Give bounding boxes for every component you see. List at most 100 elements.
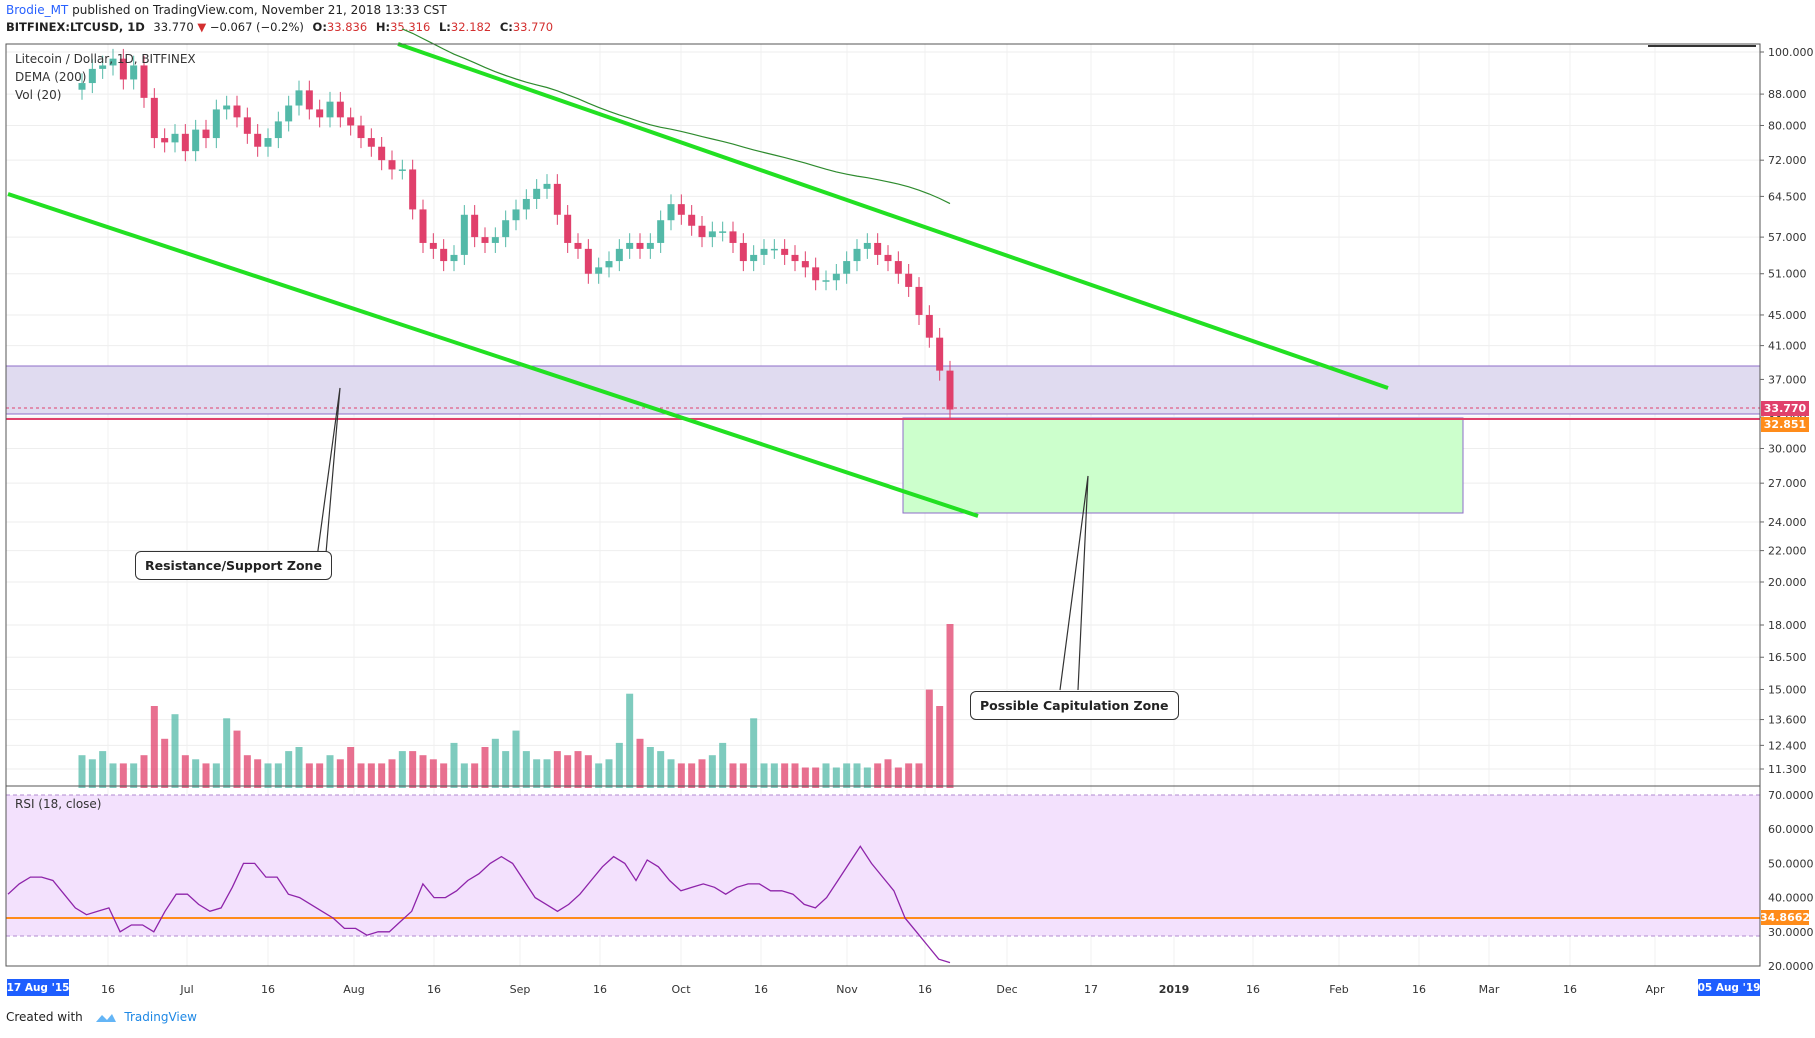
high-label: H: [375,20,391,34]
candle-body [119,58,127,80]
volume-bar [626,693,634,788]
volume-bar [708,755,716,788]
candle-body [657,220,665,243]
candle-body [398,169,406,171]
rsi-axis[interactable]: 70.0000 60.0000 50.0000 40.0000 30.0000 20.00… [1768,789,1814,973]
time-tick-label: Oct [671,983,691,996]
volume-bar [832,767,840,788]
low-label: L: [438,20,451,34]
support-price-badge-text: 32.851 [1764,418,1806,431]
candle-body [894,261,902,274]
vol-legend: Vol (20) [15,88,61,102]
rsi-line [7,845,951,964]
candle-body [388,160,396,170]
price-tick-label: 45.000 [1768,309,1807,322]
candle-body [832,273,840,281]
volume-bar [212,763,220,788]
candle-body [801,261,809,268]
candle-body [274,121,282,139]
dema-line [402,28,951,205]
price-tick-label: 12.400 [1768,739,1807,752]
volume-bar [791,763,799,788]
resistance-support-note[interactable]: Resistance/Support Zone [135,551,332,580]
time-tick-label: Mar [1479,983,1500,996]
upper-trendline[interactable] [397,42,1389,390]
time-tick-label: 16 [754,983,768,996]
lower-trendline[interactable] [7,192,979,518]
volume-bar [812,767,820,788]
candle-body [347,117,355,126]
publish-line: Brodie_MT published on TradingView.com, … [6,3,447,17]
volume-bar [946,624,954,788]
volume-bar [863,767,871,788]
candle-body [822,280,830,282]
candle-body [233,105,241,118]
candle-body [595,267,603,274]
candle-body [254,133,262,147]
candle-body [905,273,913,287]
volume-bar [884,759,892,788]
time-axis[interactable]: 16 Jul 16 Aug 16 Sep 16 Oct 16 Nov 16 Dec 17 2019 16 Fe… [101,983,1665,996]
volume-bar [419,755,427,788]
candle-body [760,248,768,255]
rsi-tick-label: 60.0000 [1768,823,1814,836]
candle-body [316,109,324,118]
candle-body [533,188,541,199]
price-tick-label: 27.000 [1768,477,1807,490]
volume-bar [109,763,117,788]
volume-bar [460,763,468,788]
price-tick-label: 100.000 [1768,46,1814,59]
price-tick-label: 13.600 [1768,714,1807,727]
candle-body [853,248,861,262]
price-tick-label: 15.000 [1768,683,1807,696]
volume-bar [553,751,561,788]
volume-bar [181,755,189,788]
author-link[interactable]: Brodie_MT [6,3,69,17]
candle-body [460,214,468,255]
candle-body [605,261,613,268]
time-tick-label: 16 [1412,983,1426,996]
candle-body [181,133,189,152]
tradingview-logo-icon [95,1013,116,1022]
volume-bar [326,755,334,788]
time-tick-label: Apr [1645,983,1665,996]
candle-body [553,183,561,215]
time-tick-label: 16 [101,983,115,996]
candle-body [491,237,499,243]
resistance-pointer [315,387,341,566]
capitulation-zone[interactable] [902,417,1464,514]
volume-bar [719,742,727,788]
ohlc-line: BITFINEX:LTCUSD, 1D 33.770 ▼ −0.067 (−0.… [6,20,553,34]
price-tick-label: 57.000 [1768,231,1807,244]
open-value: 33.836 [326,20,368,34]
candle-body [667,204,675,221]
volume-bar [564,755,572,788]
candle-body [305,90,313,110]
volume-bar [398,751,406,788]
candle-body [264,138,272,147]
capitulation-note[interactable]: Possible Capitulation Zone [970,691,1179,720]
price-tick-label: 72.000 [1768,154,1807,167]
high-value: 35.316 [390,20,431,34]
time-tick-label: 16 [1246,983,1260,996]
candle-body [812,267,820,281]
rsi-legend: RSI (18, close) [15,797,101,811]
support-price-badge [1761,417,1809,432]
tradingview-link[interactable]: TradingView [124,1010,197,1024]
volume-bar [667,759,675,788]
resistance-support-zone[interactable] [5,365,1761,415]
volume-bar [801,767,809,788]
candle-body [409,169,417,210]
candle-body [471,214,479,238]
volume-bar [305,763,313,788]
volume-bar [688,763,696,788]
rsi-last-badge-text: 34.8662 [1760,911,1810,924]
price-tick-label: 18.000 [1768,619,1807,632]
volume-bar [161,738,169,788]
close-label: C: [499,20,513,34]
time-tick-label: Feb [1329,983,1348,996]
candle-body [522,198,530,210]
price-tick-label: 80.000 [1768,119,1807,132]
price-tick-label: 64.500 [1768,190,1807,203]
